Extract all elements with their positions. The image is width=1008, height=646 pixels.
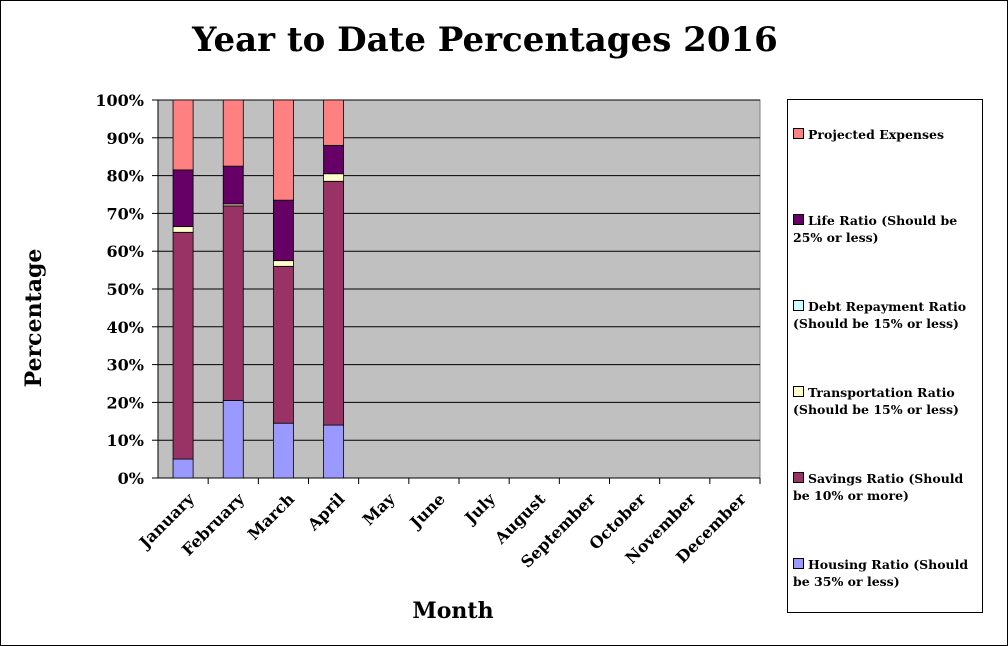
y-tick-label: 10% xyxy=(107,431,144,450)
x-tick-label: June xyxy=(405,489,449,533)
y-tick-label: 100% xyxy=(95,91,144,110)
bar-segment xyxy=(172,99,194,171)
legend-item: Housing Ratio (Should be 35% or less) xyxy=(793,556,979,590)
bar-segment xyxy=(323,144,345,175)
legend-label: Projected Expenses xyxy=(808,127,945,142)
x-tick-label: April xyxy=(303,489,348,534)
y-tick-label: 0% xyxy=(118,469,144,488)
bar-segment xyxy=(272,422,294,479)
bar-segment xyxy=(323,424,345,479)
bar-segment xyxy=(272,99,294,201)
x-axis-label: Month xyxy=(412,598,494,624)
legend-label: Housing Ratio (Should be 35% or less) xyxy=(793,557,969,589)
bar-segment xyxy=(222,99,244,167)
legend-item: Life Ratio (Should be 25% or less) xyxy=(793,212,979,246)
bar-segment xyxy=(222,400,244,479)
legend-item: Debt Repayment Ratio (Should be 15% or l… xyxy=(793,298,979,332)
x-tick-label: March xyxy=(244,489,299,544)
y-tick-label: 40% xyxy=(107,318,144,337)
legend-label: Debt Repayment Ratio (Should be 15% or l… xyxy=(793,299,967,331)
chart-legend: Projected Expenses Life Ratio (Should be … xyxy=(787,99,983,613)
legend-swatch xyxy=(793,472,804,483)
bar-segment xyxy=(172,226,194,233)
y-tick-label: 80% xyxy=(107,167,144,186)
legend-label: Life Ratio (Should be 25% or less) xyxy=(793,213,958,245)
bar-segment xyxy=(172,458,194,479)
legend-item: Projected Expenses xyxy=(793,126,979,143)
bar-segment xyxy=(323,180,345,426)
x-tick-label: July xyxy=(460,489,500,529)
x-tick-label: May xyxy=(359,489,399,529)
legend-swatch xyxy=(793,214,804,225)
bar-segment xyxy=(222,205,244,401)
chart-title: Year to Date Percentages 2016 xyxy=(192,20,778,60)
legend-swatch xyxy=(793,300,804,311)
legend-item: Savings Ratio (Should be 10% or more) xyxy=(793,470,979,504)
y-tick-label: 60% xyxy=(107,242,144,261)
bar-segment xyxy=(323,99,345,146)
y-tick-label: 70% xyxy=(107,204,144,223)
y-tick-label: 20% xyxy=(107,393,144,412)
bar-segment xyxy=(172,169,194,228)
legend-swatch xyxy=(793,386,804,397)
bar-segment xyxy=(272,260,294,267)
legend-swatch xyxy=(793,558,804,569)
legend-label: Savings Ratio (Should be 10% or more) xyxy=(793,471,964,503)
bar-segment xyxy=(222,165,244,205)
bar-segment xyxy=(323,173,345,182)
legend-swatch xyxy=(793,128,804,139)
y-tick-label: 30% xyxy=(107,356,144,375)
bar-segment xyxy=(272,265,294,424)
bar-segment xyxy=(172,231,194,460)
bar-segment xyxy=(272,199,294,262)
y-tick-label: 90% xyxy=(107,129,144,148)
legend-label: Transportation Ratio (Should be 15% or l… xyxy=(793,385,959,417)
legend-item: Transportation Ratio (Should be 15% or l… xyxy=(793,384,979,418)
y-tick-label: 50% xyxy=(107,280,144,299)
